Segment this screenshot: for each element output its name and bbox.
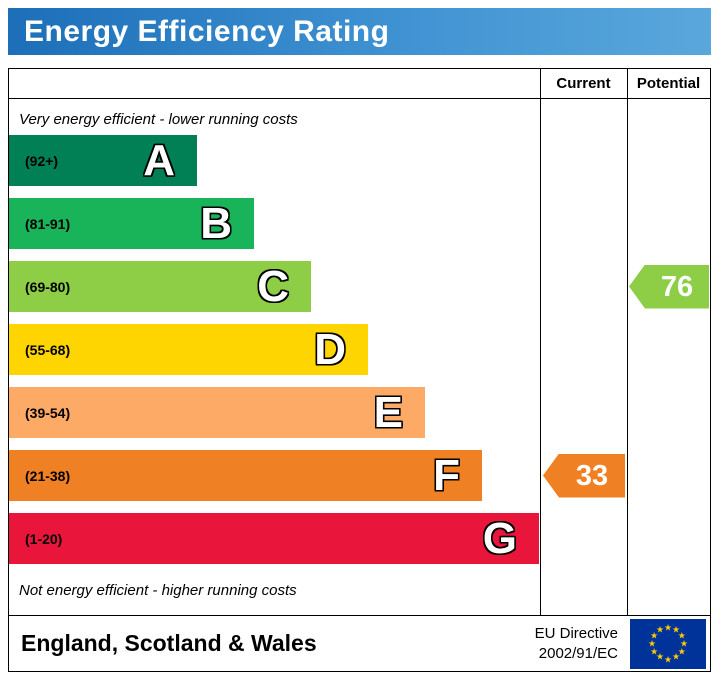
band-range-label: (21-38) — [25, 467, 71, 484]
potential-rating-arrow: 76 — [629, 264, 709, 309]
band-range-label: (69-80) — [25, 278, 71, 295]
band-letter: C — [257, 262, 289, 311]
band-bar-a: (92+) A — [9, 135, 197, 186]
band-letter: E — [373, 388, 403, 437]
footer-bar: England, Scotland & Wales EU Directive 2… — [8, 616, 711, 672]
eu-directive-text: EU Directive 2002/91/EC — [535, 624, 618, 663]
epc-chart: Current Potential Very energy efficient … — [8, 68, 711, 616]
band-row-e: (39-54) E — [9, 387, 710, 450]
band-range-label: (81-91) — [25, 215, 71, 232]
potential-rating-value: 76 — [660, 270, 694, 303]
band-bar-d: (55-68) D — [9, 324, 368, 375]
column-divider-current — [540, 69, 541, 615]
band-range-label: (39-54) — [25, 404, 71, 421]
band-row-a: (92+) A — [9, 135, 710, 198]
band-letter: B — [200, 199, 232, 248]
eu-directive-line2: 2002/91/EC — [538, 644, 618, 662]
bottom-note: Not energy efficient - higher running co… — [19, 582, 297, 599]
band-range-label: (92+) — [25, 152, 59, 169]
band-row-d: (55-68) D — [9, 324, 710, 387]
band-letter: D — [314, 325, 346, 374]
band-row-f: (21-38) F — [9, 450, 710, 513]
top-note: Very energy efficient - lower running co… — [19, 111, 298, 128]
bands-area: Very energy efficient - lower running co… — [9, 99, 710, 606]
band-row-c: (69-80) C — [9, 261, 710, 324]
band-bar-f: (21-38) F — [9, 450, 482, 501]
page-title: Energy Efficiency Rating — [24, 14, 390, 48]
current-rating-value: 33 — [575, 459, 609, 492]
band-range-label: (55-68) — [25, 341, 71, 358]
band-row-b: (81-91) B — [9, 198, 710, 261]
region-label: England, Scotland & Wales — [21, 630, 317, 656]
band-letter: G — [482, 514, 517, 563]
column-header-potential: Potential — [636, 75, 701, 92]
band-bar-b: (81-91) B — [9, 198, 254, 249]
column-header-current: Current — [556, 75, 611, 92]
column-divider-potential — [627, 69, 628, 615]
page-title-bar: Energy Efficiency Rating — [8, 8, 711, 55]
band-letter: A — [143, 136, 175, 185]
eu-directive-line1: EU Directive — [534, 625, 618, 642]
chart-header-row: Current Potential — [9, 69, 710, 99]
eu-flag-icon: ★ ★ ★ ★ ★ ★ ★ ★ ★ ★ ★ ★ — [630, 618, 706, 669]
band-letter: F — [433, 451, 460, 500]
band-range-label: (1-20) — [25, 530, 63, 547]
band-bar-c: (69-80) C — [9, 261, 311, 312]
band-bar-e: (39-54) E — [9, 387, 425, 438]
band-bar-g: (1-20) G — [9, 513, 539, 564]
band-row-g: (1-20) G — [9, 513, 710, 576]
current-rating-arrow: 33 — [543, 453, 625, 498]
